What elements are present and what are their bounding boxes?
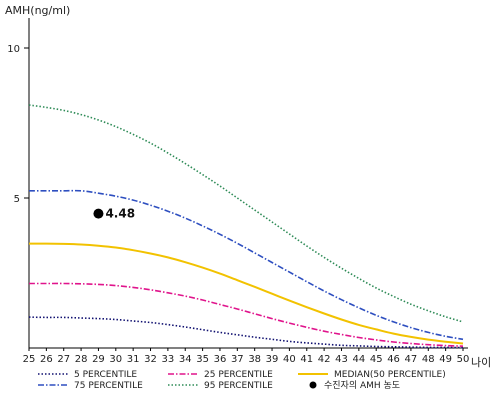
x-tick-label: 40 [283,354,296,365]
x-tick-label: 50 [457,354,470,365]
x-tick-label: 30 [109,354,122,365]
x-tick-label: 37 [231,354,244,365]
x-tick-label: 36 [214,354,227,365]
x-tick-label: 31 [127,354,140,365]
series-line-95-percentile [28,104,464,323]
x-tick-label: 42 [318,354,331,365]
series-line-median-50-percentile [28,242,464,345]
legend-label-patient: 수진자의 AMH 농도 [324,380,400,391]
series-line-5-percentile [28,316,464,349]
x-tick-label: 49 [439,354,452,365]
series-line-75-percentile [29,189,464,341]
x-tick-label: 34 [179,354,192,365]
y-tick-label: 5 [14,194,20,205]
x-tick-label: 32 [144,354,157,365]
x-axis-title: 나이 [471,356,491,369]
x-tick-label: 27 [57,354,70,365]
x-tick-label: 28 [75,354,88,365]
legend-label: 75 PERCENTILE [74,381,143,391]
x-tick-label: 29 [92,354,105,365]
x-tick-label: 47 [405,354,418,365]
patient-amh-value-label: 4.48 [105,207,135,221]
x-tick-label: 43 [335,354,348,365]
x-tick-label: 44 [352,354,365,365]
legend-label: 25 PERCENTILE [204,370,273,380]
legend-label: 95 PERCENTILE [204,381,273,391]
x-tick-label: 35 [196,354,209,365]
x-tick-label: 33 [162,354,175,365]
x-tick-label: 45 [370,354,383,365]
y-tick-label: 10 [7,44,20,55]
x-tick-label: 46 [387,354,400,365]
legend-swatch-patient [309,381,317,389]
x-axis-ticks: 25 26 27 28 29 30 31 32 33 34 35 36 37 38 39 40 41 42 43 44… [23,348,470,365]
x-tick-label: 26 [40,354,53,365]
y-axis-ticks: 5 10 [7,44,29,205]
series-line-25-percentile [29,282,464,347]
patient-amh-point [93,208,104,219]
x-tick-label: 39 [266,354,279,365]
x-tick-label: 41 [300,354,313,365]
legend-label: MEDIAN(50 PERCENTILE) [334,370,446,380]
series-layer [28,104,464,349]
x-tick-label: 48 [422,354,435,365]
x-tick-label: 38 [248,354,261,365]
legend: 5 PERCENTILE 25 PERCENTILE MEDIAN(50 PERCE… [38,370,446,391]
x-tick-label: 25 [23,354,36,365]
legend-label: 5 PERCENTILE [74,370,137,380]
patient-point-layer: 4.48 [93,207,135,221]
y-axis-title: AMH(ng/ml) [5,4,70,17]
